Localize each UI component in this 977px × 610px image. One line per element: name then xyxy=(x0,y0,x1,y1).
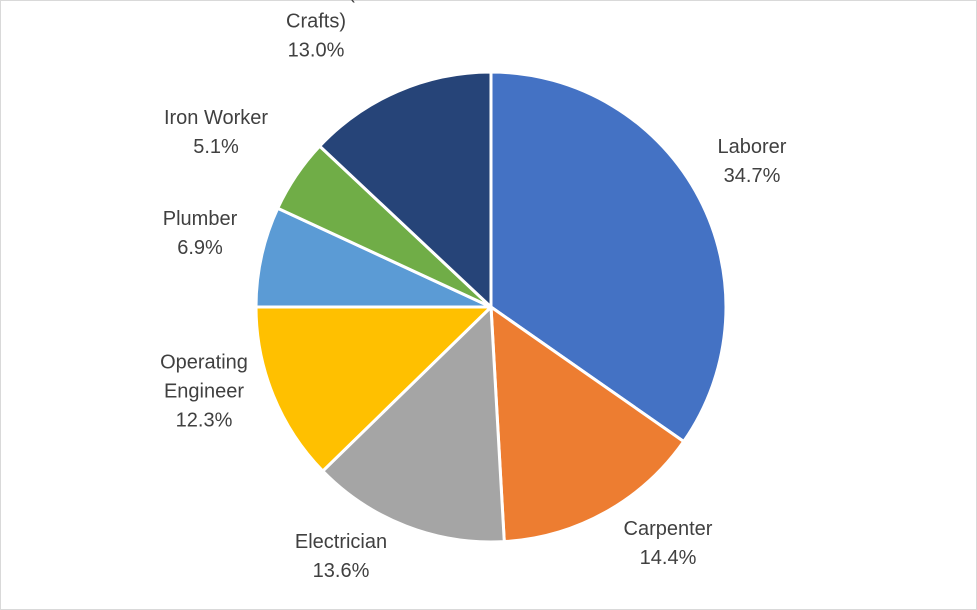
data-label-iron-worker: Iron Worker 5.1% xyxy=(164,107,268,158)
data-label-name: Laborer xyxy=(718,136,787,158)
data-label-name: Operating xyxy=(160,351,248,373)
pie-slice-carpenter xyxy=(489,305,686,544)
data-label-value: 12.3% xyxy=(176,409,233,431)
pie-slice-electrician xyxy=(321,305,506,544)
data-label-name: Carpenter xyxy=(624,518,713,540)
pie-slice-operating-engineer xyxy=(254,305,493,473)
pie-slices xyxy=(254,70,728,544)
data-label-carpenter: Carpenter 14.4% xyxy=(624,518,713,569)
data-label-name: All Others (24 xyxy=(255,0,377,3)
data-label-name: Electrician xyxy=(295,531,387,553)
data-label-plumber: Plumber 6.9% xyxy=(163,208,238,259)
data-label-value: 5.1% xyxy=(193,136,239,158)
data-label-name: Plumber xyxy=(163,208,238,230)
data-label-value: 6.9% xyxy=(177,237,223,259)
data-label-name: Crafts) xyxy=(286,10,346,32)
data-label-all-others-24-crafts: All Others (24 Crafts) 13.0% xyxy=(255,0,377,61)
data-label-value: 13.0% xyxy=(288,39,345,61)
data-label-laborer: Laborer 34.7% xyxy=(718,136,787,187)
pie-labels: Laborer 34.7% Carpenter 14.4% Electrician 13.… xyxy=(160,0,787,582)
pie-slice-all-others-24-crafts xyxy=(318,70,493,309)
data-label-value: 13.6% xyxy=(313,560,370,582)
data-label-name: Iron Worker xyxy=(164,107,268,129)
pie-slice-laborer xyxy=(489,70,728,444)
data-label-value: 14.4% xyxy=(640,547,697,569)
data-label-value: 34.7% xyxy=(724,165,781,187)
data-label-name: Engineer xyxy=(164,380,244,402)
data-label-operating-engineer: Operating Engineer 12.3% xyxy=(160,351,248,431)
data-label-electrician: Electrician 13.6% xyxy=(295,531,387,582)
